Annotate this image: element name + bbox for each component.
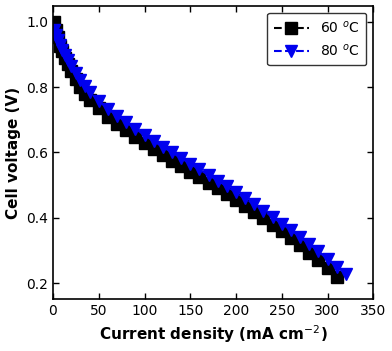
60 $^o$C <box>188 170 192 174</box>
60 $^o$C <box>58 44 63 48</box>
80 $^o$C <box>252 202 257 206</box>
80 $^o$C <box>87 90 92 94</box>
60 $^o$C <box>55 34 60 39</box>
60 $^o$C <box>53 28 58 32</box>
80 $^o$C <box>124 120 129 124</box>
80 $^o$C <box>105 107 110 111</box>
60 $^o$C <box>142 141 147 145</box>
60 $^o$C <box>307 251 312 255</box>
80 $^o$C <box>179 156 183 160</box>
60 $^o$C <box>225 192 229 196</box>
80 $^o$C <box>53 33 58 37</box>
60 $^o$C <box>316 258 321 262</box>
80 $^o$C <box>243 196 247 200</box>
60 $^o$C <box>60 49 64 53</box>
60 $^o$C <box>215 186 220 191</box>
60 $^o$C <box>298 243 303 247</box>
60 $^o$C <box>65 62 70 66</box>
80 $^o$C <box>307 242 312 246</box>
60 $^o$C <box>124 128 129 132</box>
60 $^o$C <box>261 216 266 220</box>
80 $^o$C <box>343 272 348 276</box>
80 $^o$C <box>261 208 266 213</box>
80 $^o$C <box>289 228 293 232</box>
60 $^o$C <box>78 85 83 89</box>
80 $^o$C <box>51 28 56 32</box>
60 $^o$C <box>74 77 78 81</box>
60 $^o$C <box>83 92 87 96</box>
Legend: 60 $^o$C, 80 $^o$C: 60 $^o$C, 80 $^o$C <box>267 13 367 65</box>
80 $^o$C <box>58 43 63 47</box>
80 $^o$C <box>78 78 83 82</box>
60 $^o$C <box>51 20 56 24</box>
80 $^o$C <box>74 71 78 75</box>
80 $^o$C <box>96 99 101 103</box>
80 $^o$C <box>188 162 192 166</box>
80 $^o$C <box>55 38 60 42</box>
80 $^o$C <box>234 190 238 194</box>
80 $^o$C <box>160 145 165 149</box>
80 $^o$C <box>225 184 229 188</box>
80 $^o$C <box>60 47 64 52</box>
60 $^o$C <box>334 275 339 279</box>
Y-axis label: Cell voltage (V): Cell voltage (V) <box>5 86 20 219</box>
80 $^o$C <box>151 139 156 143</box>
80 $^o$C <box>69 64 74 68</box>
80 $^o$C <box>62 52 67 57</box>
80 $^o$C <box>83 84 87 88</box>
80 $^o$C <box>133 126 138 131</box>
60 $^o$C <box>325 266 330 270</box>
60 $^o$C <box>96 106 101 111</box>
80 $^o$C <box>325 257 330 261</box>
60 $^o$C <box>289 236 293 240</box>
80 $^o$C <box>279 221 284 226</box>
80 $^o$C <box>316 249 321 253</box>
60 $^o$C <box>87 98 92 102</box>
60 $^o$C <box>151 147 156 151</box>
60 $^o$C <box>197 175 202 179</box>
80 $^o$C <box>206 173 211 177</box>
Line: 60 $^o$C: 60 $^o$C <box>48 16 342 283</box>
60 $^o$C <box>252 210 257 214</box>
60 $^o$C <box>62 56 67 60</box>
60 $^o$C <box>105 114 110 119</box>
60 $^o$C <box>170 159 174 163</box>
60 $^o$C <box>279 229 284 233</box>
60 $^o$C <box>206 181 211 185</box>
60 $^o$C <box>234 198 238 202</box>
80 $^o$C <box>170 150 174 154</box>
80 $^o$C <box>197 167 202 172</box>
80 $^o$C <box>65 58 70 62</box>
60 $^o$C <box>179 164 183 168</box>
60 $^o$C <box>115 121 120 126</box>
80 $^o$C <box>270 215 275 219</box>
Line: 80 $^o$C: 80 $^o$C <box>48 25 351 279</box>
60 $^o$C <box>69 69 74 73</box>
80 $^o$C <box>215 178 220 183</box>
60 $^o$C <box>160 153 165 157</box>
80 $^o$C <box>334 265 339 269</box>
60 $^o$C <box>133 135 138 139</box>
80 $^o$C <box>298 235 303 239</box>
80 $^o$C <box>142 133 147 137</box>
80 $^o$C <box>115 113 120 118</box>
60 $^o$C <box>243 204 247 208</box>
X-axis label: Current density (mA cm$^{-2}$): Current density (mA cm$^{-2}$) <box>99 324 327 345</box>
60 $^o$C <box>270 223 275 227</box>
